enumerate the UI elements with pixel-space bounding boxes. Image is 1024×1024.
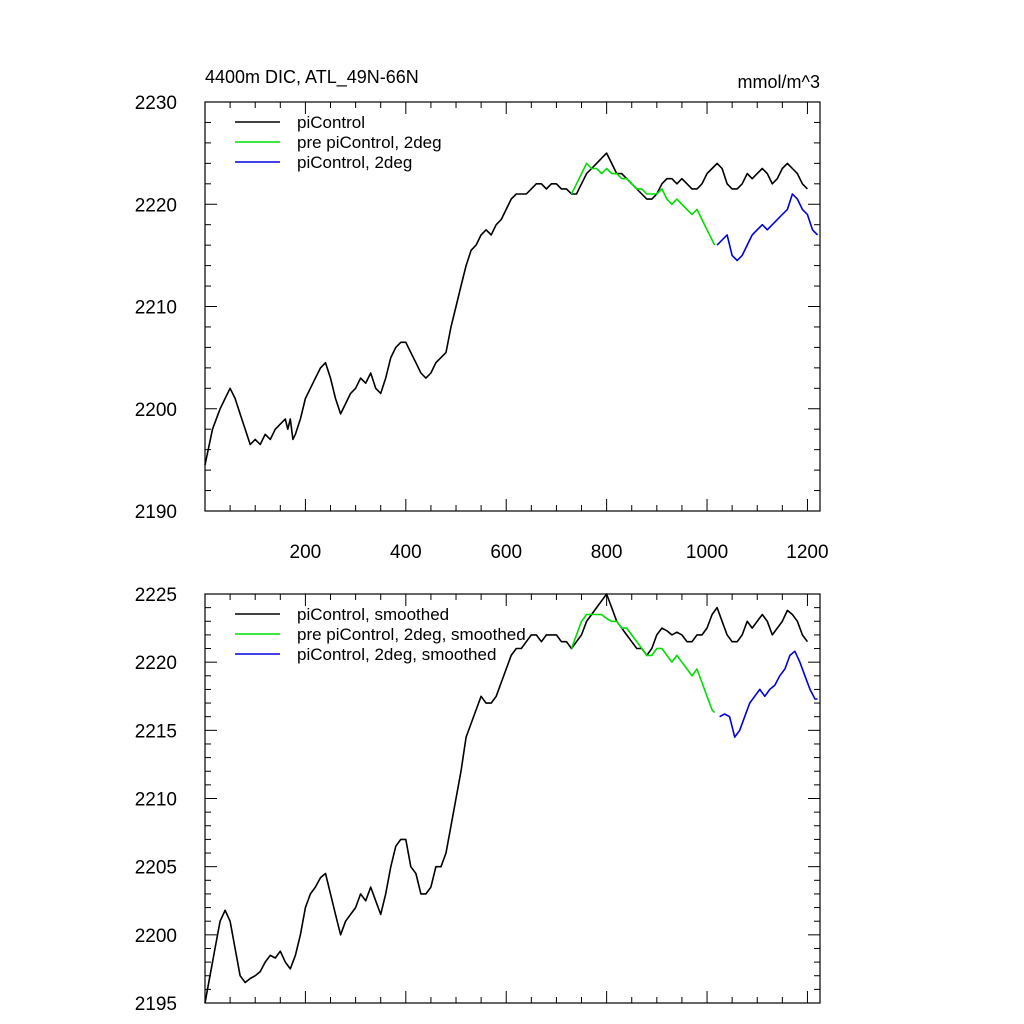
bottom-legend-label: pre piControl, 2deg, smoothed (297, 625, 526, 644)
bottom-legend-label: piControl, 2deg, smoothed (297, 645, 496, 664)
top-xtick-label: 1000 (686, 542, 728, 563)
top-ytick-label: 2220 (135, 195, 177, 216)
units-label: mmol/m^3 (738, 72, 820, 92)
bottom-ytick-label: 2205 (135, 858, 177, 879)
top-xtick-label: 1200 (786, 542, 828, 563)
bottom-ytick-label: 2225 (135, 585, 177, 606)
top-ytick-label: 2230 (135, 93, 177, 114)
bottom-ytick-label: 2220 (135, 653, 177, 674)
bottom-series-line-0 (204, 593, 809, 1004)
top-ytick-label: 2210 (135, 298, 177, 319)
bottom-plot-frame (204, 593, 821, 1004)
bottom-ytick-label: 2215 (135, 721, 177, 742)
bottom-ticks: 2195 2200 2205 2210 2215 2220 2225 (135, 585, 820, 1015)
bottom-ytick-label: 2200 (135, 926, 177, 947)
bottom-series-group (204, 593, 818, 1004)
top-plot-frame (204, 101, 821, 512)
top-panel: 4400m DIC, ATL_49N-66N mmol/m^3 2190 2200… (135, 67, 829, 563)
top-legend-label: pre piControl, 2deg (297, 133, 442, 152)
top-xtick-label: 200 (290, 542, 322, 563)
top-series-line-1 (570, 162, 716, 246)
top-series-group (204, 152, 819, 466)
top-xtick-label: 800 (591, 542, 623, 563)
bottom-panel: 2195 2200 2205 2210 2215 2220 2225 piControl, … (135, 585, 821, 1015)
top-xtick-label: 400 (390, 542, 422, 563)
top-ytick-label: 2200 (135, 400, 177, 421)
top-series-line-0 (204, 152, 808, 466)
bottom-series-line-2 (719, 650, 818, 738)
bottom-series-line-1 (570, 613, 716, 714)
top-ticks: 2190 2200 2210 2220 2230 200 400 600 800 1000 1200 (135, 93, 829, 563)
bottom-ytick-label: 2210 (135, 790, 177, 811)
bottom-legend-label: piControl, smoothed (297, 605, 449, 624)
top-legend-label: piControl (297, 113, 365, 132)
top-series-line-2 (716, 193, 819, 262)
top-xtick-label: 600 (490, 542, 522, 563)
chart-title: 4400m DIC, ATL_49N-66N (205, 67, 419, 88)
bottom-ytick-label: 2195 (135, 994, 177, 1015)
top-legend-label: piControl, 2deg (297, 153, 412, 172)
top-ytick-label: 2190 (135, 502, 177, 523)
